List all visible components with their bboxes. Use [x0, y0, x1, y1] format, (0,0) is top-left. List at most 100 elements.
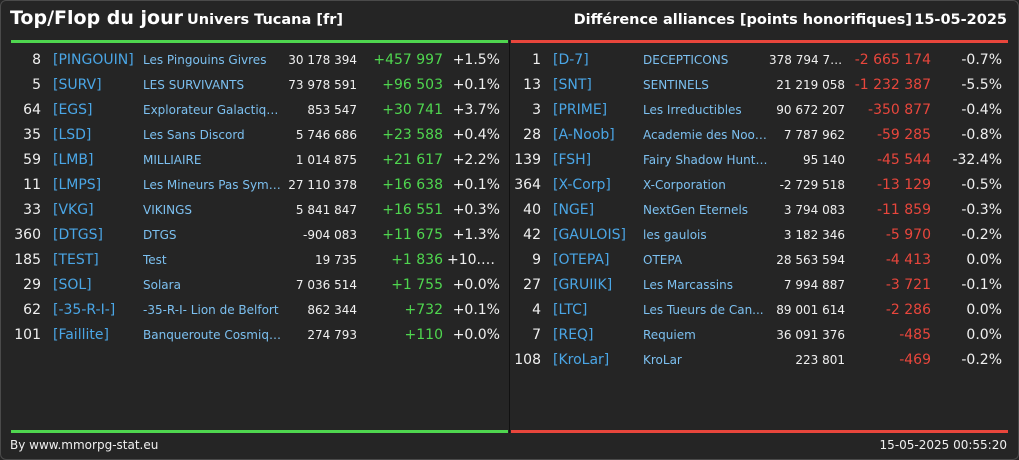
alliance-name[interactable]: Fairy Shadow Hunte... [643, 153, 769, 167]
alliance-tag[interactable]: [LMPS] [53, 177, 102, 193]
table-row: 11 [LMPS] Les Mineurs Pas Sympa 27 110 378 +… [11, 173, 508, 198]
alliance-tag[interactable]: [PINGOUIN] [53, 52, 134, 68]
alliance-name[interactable]: Les Irreductibles [643, 103, 742, 117]
table-row: 360 [DTGS] DTGS -904 083 +11 675 +1.3% [11, 223, 508, 248]
alliance-name[interactable]: Test [143, 253, 167, 267]
alliance-points: 1 014 875 [295, 153, 357, 167]
flop-accent-bar [511, 40, 1008, 43]
alliance-difference: +21 617 [382, 152, 443, 168]
alliance-tag[interactable]: [LMB] [53, 152, 94, 168]
alliance-percent: 0.0% [966, 327, 1002, 343]
alliance-points: 89 001 614 [776, 303, 845, 317]
alliance-rank: 101 [14, 327, 41, 343]
alliance-tag[interactable]: [GAULOIS] [553, 227, 626, 243]
column-divider [509, 40, 510, 433]
alliance-difference: -485 [899, 327, 931, 343]
alliance-name[interactable]: Les Marcassins [643, 278, 733, 292]
alliance-tag[interactable]: [Faillite] [53, 327, 109, 343]
alliance-name[interactable]: les gaulois [643, 228, 707, 242]
alliance-points: 90 672 207 [776, 103, 845, 117]
alliance-name[interactable]: KroLar [643, 353, 682, 367]
alliance-rank: 4 [532, 302, 541, 318]
alliance-difference: -4 413 [885, 252, 931, 268]
alliance-tag[interactable]: [SNT] [553, 77, 592, 93]
alliance-rank: 40 [523, 202, 541, 218]
table-row: 42 [GAULOIS] les gaulois 3 182 346 -5 970 -0.… [511, 223, 1008, 248]
alliance-rank: 8 [32, 52, 41, 68]
alliance-name[interactable]: DTGS [143, 228, 177, 242]
alliance-name[interactable]: Les Sans Discord [143, 128, 245, 142]
table-row: 9 [OTEPA] OTEPA 28 563 594 -4 413 0.0% [511, 248, 1008, 273]
alliance-name[interactable]: Les Mineurs Pas Sympa [143, 178, 283, 192]
alliance-tag[interactable]: [D-7] [553, 52, 589, 68]
alliance-tag[interactable]: [LSD] [53, 127, 92, 143]
alliance-percent: -5.5% [961, 77, 1002, 93]
table-row: 1 [D-7] DECEPTICONS 378 794 715 -2 665 174 -0… [511, 48, 1008, 73]
alliance-name[interactable]: -35-R-I- Lion de Belfort [143, 303, 279, 317]
alliance-name[interactable]: VIKINGS [143, 203, 193, 217]
table-row: 3 [PRIME] Les Irreductibles 90 672 207 -350 … [511, 98, 1008, 123]
alliance-name[interactable]: OTEPA [643, 253, 683, 267]
alliance-points: 3 182 346 [783, 228, 845, 242]
alliance-difference: -59 285 [876, 127, 931, 143]
alliance-difference: -3 721 [885, 277, 931, 293]
alliance-rank: 29 [23, 277, 41, 293]
alliance-tag[interactable]: [FSH] [553, 152, 592, 168]
flop-table: 1 [D-7] DECEPTICONS 378 794 715 -2 665 174 -0… [511, 48, 1008, 373]
table-row: 7 [REQ] Requiem 36 091 376 -485 0.0% [511, 323, 1008, 348]
alliance-tag[interactable]: [-35-R-I-] [53, 302, 116, 318]
alliance-name[interactable]: NextGen Eternels [643, 203, 749, 217]
alliance-name[interactable]: Les Pingouins Givres [143, 53, 267, 67]
alliance-tag[interactable]: [OTEPA] [553, 252, 610, 268]
table-row: 33 [VKG] VIKINGS 5 841 847 +16 551 +0.3% [11, 198, 508, 223]
alliance-tag[interactable]: [PRIME] [553, 102, 608, 118]
alliance-tag[interactable]: [TEST] [53, 252, 99, 268]
alliance-name[interactable]: DECEPTICONS [643, 53, 729, 67]
alliance-tag[interactable]: [X-Corp] [553, 177, 611, 193]
alliance-rank: 27 [523, 277, 541, 293]
alliance-rank: 64 [23, 102, 41, 118]
alliance-tag[interactable]: [NGE] [553, 202, 595, 218]
alliance-points: 274 793 [307, 328, 357, 342]
alliance-name[interactable]: LES SURVIVANTS [143, 78, 245, 92]
alliance-difference: -350 877 [868, 102, 931, 118]
alliance-rank: 139 [514, 152, 541, 168]
alliance-rank: 364 [514, 177, 541, 193]
footer-source-link[interactable]: By www.mmorpg-stat.eu [10, 438, 159, 452]
alliance-points: 28 563 594 [776, 253, 845, 267]
alliance-tag[interactable]: [EGS] [53, 102, 93, 118]
alliance-tag[interactable]: [KroLar] [553, 352, 610, 368]
alliance-name[interactable]: Requiem [643, 328, 696, 342]
alliance-difference: +16 551 [382, 202, 443, 218]
top-footer-bar [11, 430, 508, 433]
alliance-tag[interactable]: [SOL] [53, 277, 92, 293]
alliance-name[interactable]: Banqueroute Cosmique [143, 328, 283, 342]
alliance-difference: +732 [404, 302, 443, 318]
alliance-name[interactable]: X-Corporation [643, 178, 726, 192]
alliance-points: 223 801 [795, 353, 845, 367]
alliance-name[interactable]: SENTINELS [643, 78, 709, 92]
alliance-points: 5 746 686 [295, 128, 357, 142]
alliance-points: 73 978 591 [288, 78, 357, 92]
alliance-name[interactable]: Les Tueurs de Can... [643, 303, 764, 317]
alliance-percent: -0.2% [961, 352, 1002, 368]
alliance-rank: 62 [23, 302, 41, 318]
alliance-tag[interactable]: [LTC] [553, 302, 588, 318]
alliance-tag[interactable]: [VKG] [53, 202, 94, 218]
table-row: 8 [PINGOUIN] Les Pingouins Givres 30 178 39… [11, 48, 508, 73]
alliance-name[interactable]: MILLIAIRE [143, 153, 202, 167]
alliance-difference: +30 741 [382, 102, 443, 118]
table-row: 101 [Faillite] Banqueroute Cosmique 274 793… [11, 323, 508, 348]
alliance-percent: -0.5% [961, 177, 1002, 193]
alliance-name[interactable]: Explorateur Galactique S [143, 103, 283, 117]
alliance-name[interactable]: Solara [143, 278, 181, 292]
table-row: 64 [EGS] Explorateur Galactique S 853 547 +3… [11, 98, 508, 123]
alliance-name[interactable]: Academie des Noob... [643, 128, 769, 142]
alliance-percent: +1.5% [452, 52, 500, 68]
alliance-tag[interactable]: [REQ] [553, 327, 594, 343]
alliance-tag[interactable]: [GRUIIK] [553, 277, 613, 293]
alliance-tag[interactable]: [A-Noob] [553, 127, 615, 143]
alliance-rank: 185 [14, 252, 41, 268]
alliance-tag[interactable]: [SURV] [53, 77, 102, 93]
alliance-tag[interactable]: [DTGS] [53, 227, 103, 243]
